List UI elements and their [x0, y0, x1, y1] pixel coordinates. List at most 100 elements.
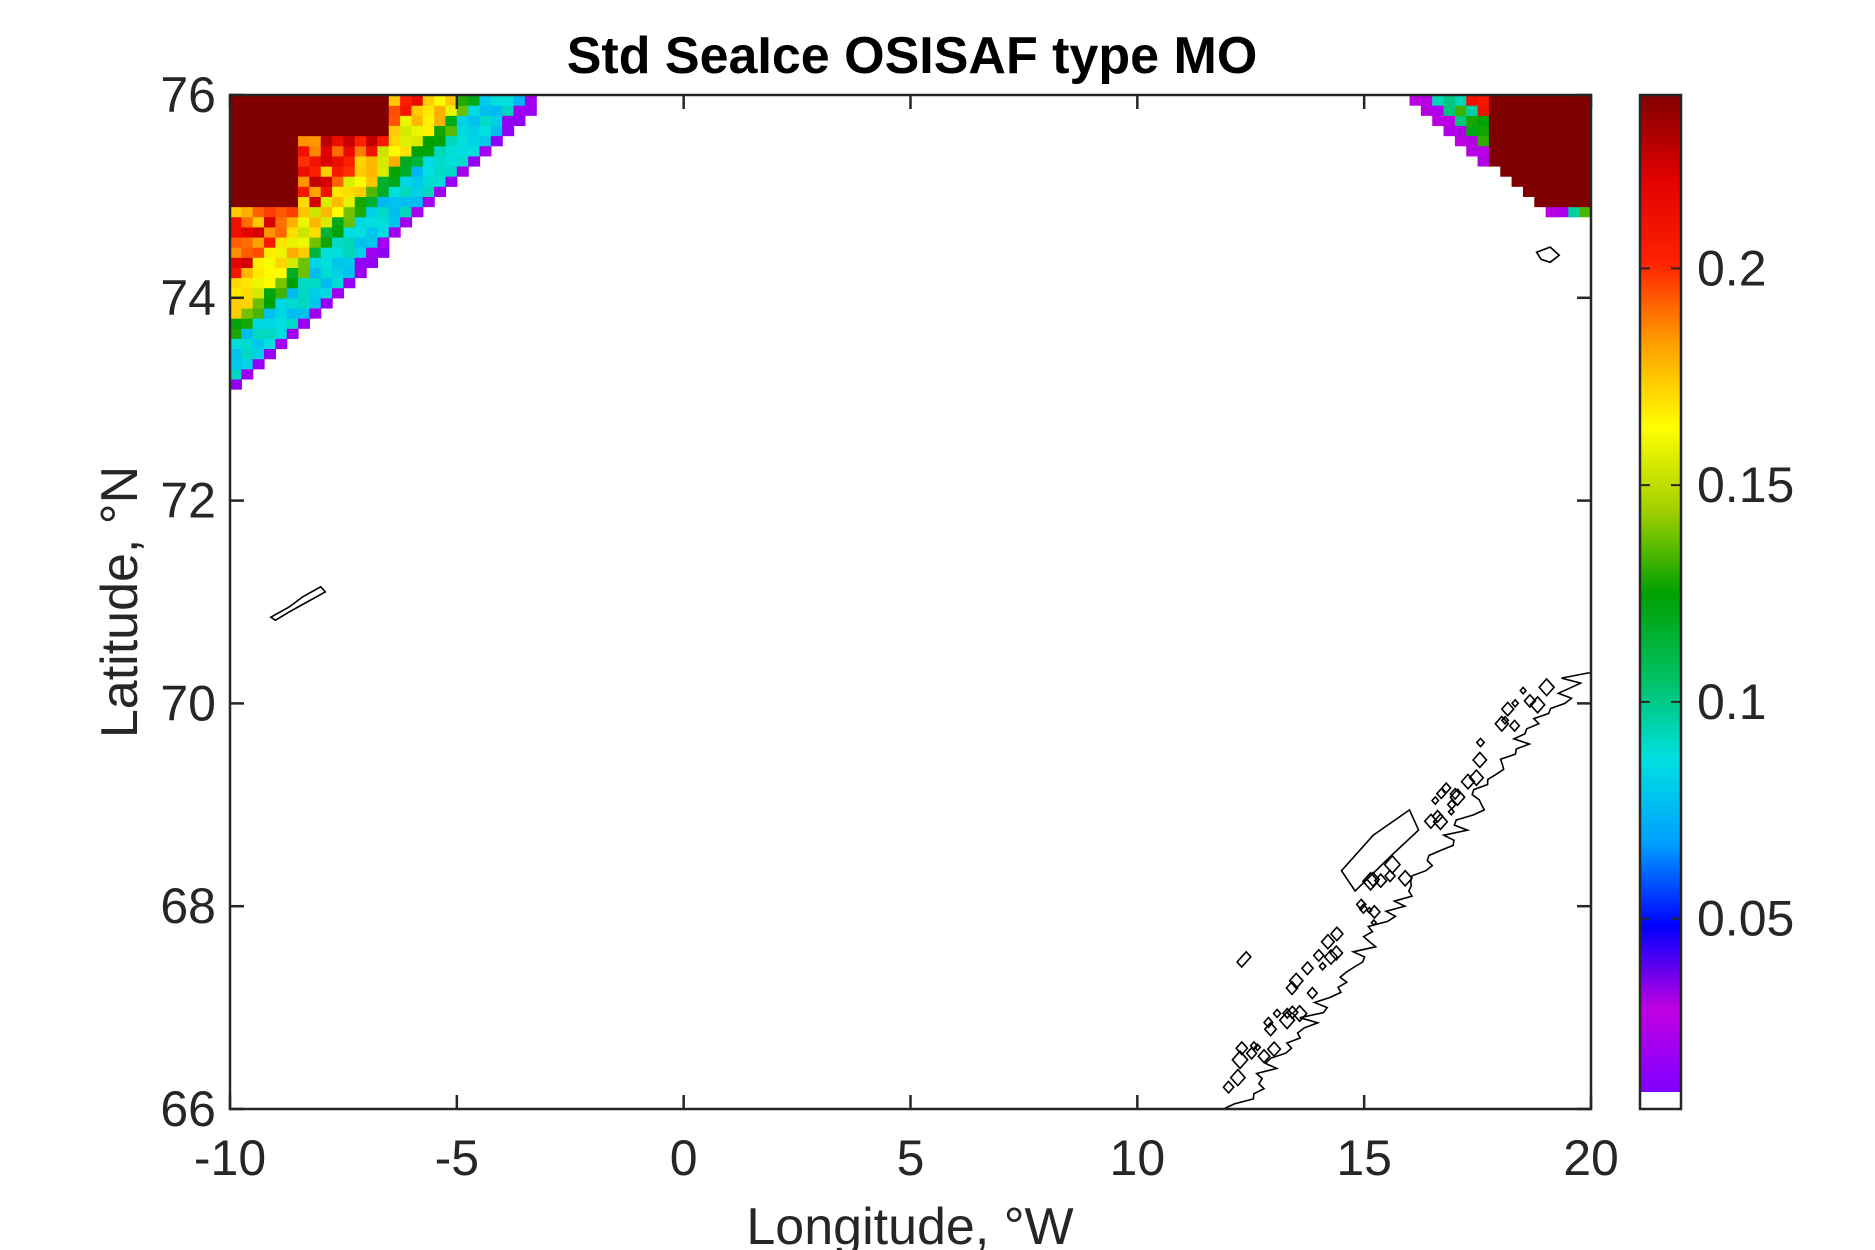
field-cell	[230, 368, 242, 380]
field-cell	[377, 196, 390, 208]
field-cell	[230, 216, 242, 228]
field-cell	[320, 186, 333, 197]
field-cell	[1568, 145, 1581, 157]
field-cell	[366, 135, 379, 147]
field-cell	[332, 287, 345, 299]
field-cell	[309, 176, 322, 187]
field-cell	[275, 186, 288, 197]
field-cell	[343, 125, 356, 137]
field-cell	[343, 95, 356, 106]
field-cell	[366, 145, 379, 157]
field-cell	[343, 277, 356, 289]
field-cell	[298, 145, 310, 157]
field-cell	[1534, 186, 1547, 197]
field-cell	[1545, 196, 1558, 208]
field-cell	[366, 95, 379, 106]
field-cell	[434, 135, 447, 147]
field-cell	[332, 236, 345, 248]
field-cell	[456, 115, 469, 127]
coastal-island-outline	[1300, 960, 1315, 976]
field-cell	[332, 155, 345, 167]
field-cell	[1545, 145, 1558, 157]
field-cell	[377, 226, 390, 238]
field-cell	[343, 165, 356, 177]
field-cell	[286, 216, 299, 228]
field-cell	[1556, 155, 1569, 167]
field-cell	[252, 105, 265, 116]
field-cell	[411, 196, 424, 208]
field-cell	[286, 186, 299, 197]
field-cell	[388, 125, 401, 137]
field-cell	[298, 186, 310, 197]
field-cell	[1454, 105, 1467, 116]
field-cell	[332, 257, 345, 268]
field-cell	[1568, 186, 1581, 197]
coastal-island-outline	[1430, 795, 1440, 806]
field-cell	[264, 307, 276, 319]
field-cell	[230, 176, 242, 187]
coastal-island-outline	[1475, 737, 1486, 748]
field-cell	[332, 216, 345, 228]
field-cell	[241, 277, 254, 289]
field-cell	[332, 186, 345, 197]
field-cell	[366, 125, 379, 137]
coastal-island-outline	[1519, 686, 1527, 696]
field-cell	[252, 135, 265, 147]
field-cell	[343, 176, 356, 187]
field-cell	[275, 297, 288, 309]
field-cell	[241, 358, 254, 370]
coastal-island-outline	[1494, 715, 1510, 733]
field-cell	[264, 95, 276, 106]
field-cell	[388, 115, 401, 127]
field-cell	[411, 95, 424, 106]
field-cell	[332, 226, 345, 238]
field-cell	[1534, 135, 1547, 147]
field-cell	[366, 216, 379, 228]
field-cell	[434, 145, 447, 157]
field-cell	[230, 307, 242, 319]
coastal-island-outline	[1329, 944, 1344, 962]
field-cell	[1579, 115, 1591, 127]
field-cell	[264, 196, 276, 208]
field-cell	[275, 135, 288, 147]
field-cell	[468, 105, 481, 116]
field-cell	[230, 196, 242, 208]
field-cell	[275, 247, 288, 258]
field-cell	[1534, 105, 1547, 116]
field-cell	[275, 145, 288, 157]
coastal-island-outline	[1245, 1046, 1258, 1061]
coastal-island-outline	[1397, 869, 1414, 888]
field-cell	[309, 115, 322, 127]
field-cell	[366, 115, 379, 127]
field-cell	[377, 176, 390, 187]
field-cell	[445, 165, 458, 177]
field-cell	[241, 236, 254, 248]
field-cell	[252, 236, 265, 248]
field-cell	[1477, 95, 1490, 106]
field-cell	[1488, 115, 1501, 127]
field-cell	[286, 307, 299, 319]
field-cell	[343, 206, 356, 218]
field-cell	[1454, 135, 1467, 147]
field-cell	[366, 196, 379, 208]
field-cell	[298, 176, 310, 187]
field-cell	[230, 277, 242, 289]
field-cell	[241, 196, 254, 208]
field-cell	[445, 125, 458, 137]
field-cell	[1477, 125, 1490, 137]
coastal-island-outline	[1281, 1007, 1293, 1020]
field-cell	[445, 115, 458, 127]
field-cell	[456, 125, 469, 137]
field-cell	[1545, 186, 1558, 197]
field-cell	[1500, 155, 1513, 167]
field-cell	[230, 186, 242, 197]
field-cell	[332, 105, 345, 116]
field-cell	[298, 307, 310, 319]
field-cell	[275, 328, 288, 339]
field-cell	[230, 236, 242, 248]
field-cell	[400, 216, 413, 228]
coastal-island-outline	[1231, 1049, 1249, 1070]
field-cell	[320, 287, 333, 299]
field-cell	[309, 145, 322, 157]
field-cell	[241, 257, 254, 268]
